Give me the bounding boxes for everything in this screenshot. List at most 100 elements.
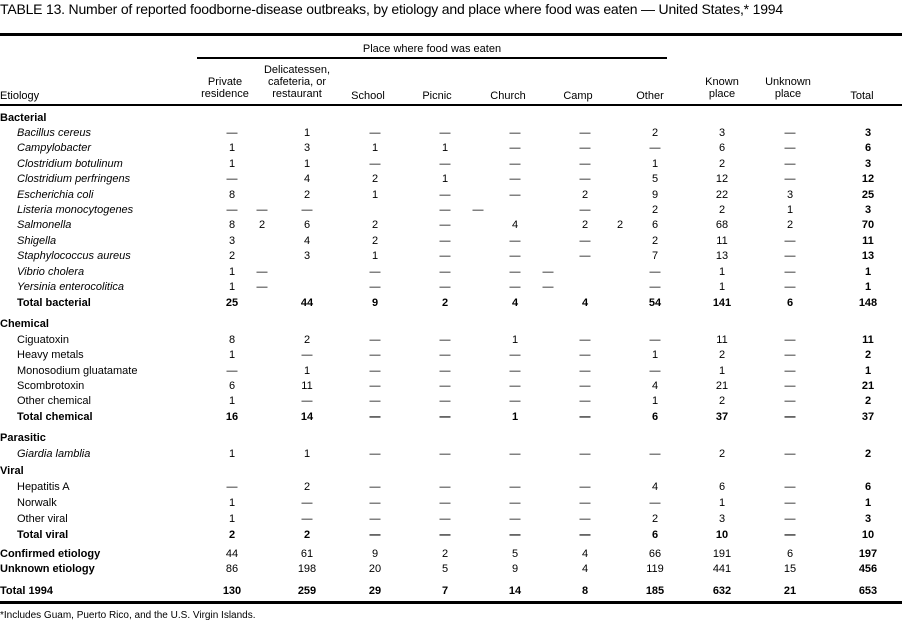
table-cell: — xyxy=(649,497,661,509)
table-cell: — xyxy=(784,411,796,423)
table-cell: — xyxy=(369,513,381,525)
table-cell: — xyxy=(579,235,591,247)
table-cell: 6 xyxy=(651,529,659,541)
table-cell: 1 xyxy=(651,395,659,407)
table-cell: 20 xyxy=(368,563,382,575)
bottom-rule xyxy=(0,601,902,604)
table-cell: — xyxy=(509,266,521,278)
table-cell: 6 xyxy=(786,548,794,560)
spanner-rule xyxy=(197,57,667,59)
table-cell: 185 xyxy=(645,585,665,597)
header-etiology: Etiology xyxy=(0,90,40,102)
table-cell: 25 xyxy=(225,297,239,309)
table-cell: 5 xyxy=(441,563,449,575)
table-cell: — xyxy=(369,481,381,493)
row-label-item: Clostridium botulinum xyxy=(17,158,123,170)
table-cell: 2 xyxy=(371,235,379,247)
table-cell: 2 xyxy=(303,189,311,201)
table-cell: 8 xyxy=(581,585,589,597)
footnote: *Includes Guam, Puerto Rico, and the U.S… xyxy=(0,610,256,621)
table-cell: — xyxy=(369,380,381,392)
table-cell: 2 xyxy=(651,204,659,216)
table-cell: — xyxy=(579,497,591,509)
table-cell: — xyxy=(226,127,238,139)
table-cell: — xyxy=(784,127,796,139)
table-cell: 4 xyxy=(651,380,659,392)
table-cell: 1 xyxy=(718,365,726,377)
table-cell: — xyxy=(579,142,591,154)
table-cell: — xyxy=(649,266,661,278)
table-cell: 6 xyxy=(651,219,659,231)
table-cell: 4 xyxy=(303,235,311,247)
table-cell: 2 xyxy=(651,127,659,139)
table-cell: — xyxy=(542,281,554,293)
table-cell: — xyxy=(784,513,796,525)
table-cell: — xyxy=(579,395,591,407)
table-cell: — xyxy=(439,513,451,525)
table-cell: 1 xyxy=(371,142,379,154)
table-cell: 3 xyxy=(303,142,311,154)
table-cell: — xyxy=(509,365,521,377)
row-label-group: Parasitic xyxy=(0,432,46,444)
table-cell: 1 xyxy=(228,142,236,154)
table-cell: 37 xyxy=(715,411,729,423)
table-cell: 10 xyxy=(715,529,729,541)
table-cell: 6 xyxy=(864,142,872,154)
table-cell: — xyxy=(439,411,451,423)
table-cell: 1 xyxy=(864,497,872,509)
table-cell: 4 xyxy=(303,173,311,185)
table-cell: — xyxy=(301,497,313,509)
table-cell: 21 xyxy=(715,380,729,392)
table-cell: 2 xyxy=(718,204,726,216)
table-cell: — xyxy=(784,281,796,293)
header-rule xyxy=(0,104,902,106)
table-cell: — xyxy=(226,365,238,377)
table-cell: 1 xyxy=(228,266,236,278)
table-cell: — xyxy=(579,349,591,361)
table-cell: 11 xyxy=(716,235,728,247)
row-label-total: Total viral xyxy=(17,529,69,541)
table-cell: 1 xyxy=(441,173,449,185)
table-cell: 1 xyxy=(864,365,872,377)
table-cell: 13 xyxy=(861,250,875,262)
table-cell: 2 xyxy=(864,395,872,407)
column-header: Picnic xyxy=(422,90,452,102)
table-cell: — xyxy=(439,235,451,247)
table-cell: 21 xyxy=(861,380,875,392)
table-cell: — xyxy=(301,513,313,525)
table-cell: — xyxy=(369,127,381,139)
table-cell: — xyxy=(649,365,661,377)
table-cell: 15 xyxy=(783,563,797,575)
table-cell: — xyxy=(579,334,591,346)
table-cell: 441 xyxy=(712,563,732,575)
table-cell: 1 xyxy=(228,513,236,525)
row-label-item: Other chemical xyxy=(17,395,91,407)
table-cell: — xyxy=(579,158,591,170)
table-cell: — xyxy=(256,266,268,278)
table-cell: — xyxy=(369,349,381,361)
table-cell: — xyxy=(472,204,484,216)
table-cell: 1 xyxy=(371,189,379,201)
table-cell: 9 xyxy=(371,548,379,560)
spanner-heading: Place where food was eaten xyxy=(362,43,502,55)
table-cell: — xyxy=(439,158,451,170)
table-cell: 25 xyxy=(861,189,875,201)
table-cell: 2 xyxy=(786,219,794,231)
table-cell: 1 xyxy=(441,142,449,154)
row-label-item: Hepatitis A xyxy=(17,481,70,493)
row-label-item: Vibrio cholera xyxy=(17,266,85,278)
row-label-item: Shigella xyxy=(17,235,57,247)
row-label-item: Other viral xyxy=(17,513,68,525)
table-cell: 259 xyxy=(297,585,317,597)
table-cell: — xyxy=(579,481,591,493)
table-cell: 54 xyxy=(648,297,662,309)
row-label-item: Heavy metals xyxy=(17,349,84,361)
table-cell: — xyxy=(579,365,591,377)
table-cell: — xyxy=(369,365,381,377)
table-cell: 2 xyxy=(718,158,726,170)
table-cell: 7 xyxy=(441,585,449,597)
table-cell: — xyxy=(784,266,796,278)
table-cell: 2 xyxy=(718,448,726,460)
table-cell: 3 xyxy=(303,250,311,262)
table-cell: 2 xyxy=(303,529,311,541)
